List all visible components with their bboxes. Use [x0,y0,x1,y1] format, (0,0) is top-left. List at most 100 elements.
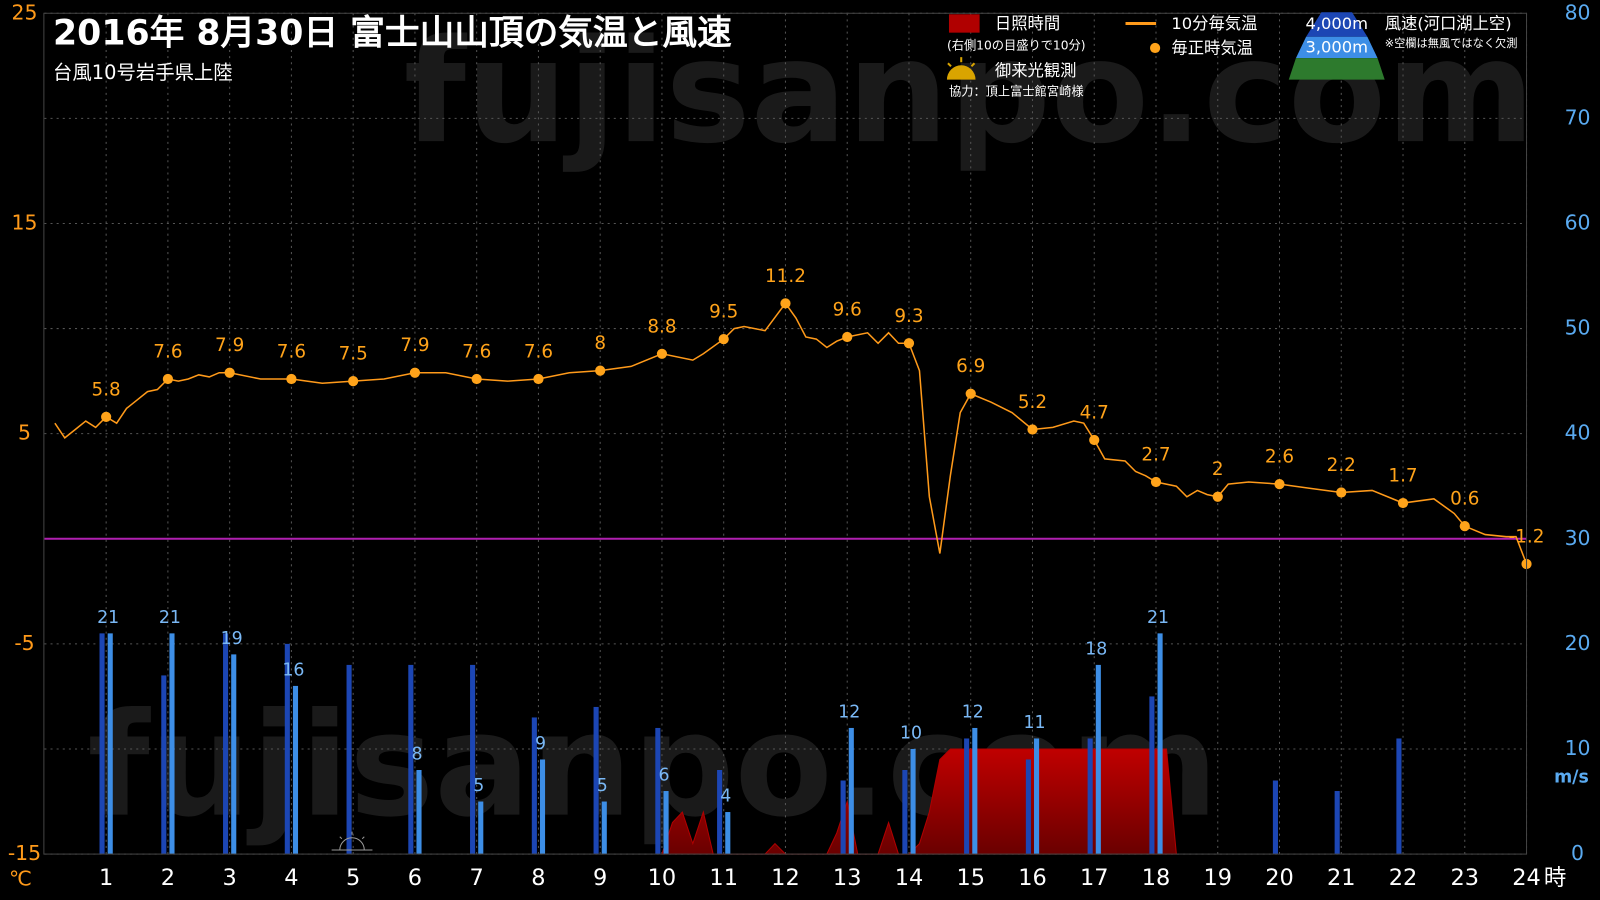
chart-title: 2016年 8月30日 富士山山頂の気温と風速 [53,13,732,54]
value-label: 8 [594,333,606,354]
value-label: 10 [900,724,922,744]
value-label: 9.5 [709,302,738,323]
x-tick-label: 21 [1327,865,1356,891]
value-label: 8 [411,745,422,765]
temperature-point [1397,497,1409,509]
wind-bar [902,770,908,855]
wind-bar [1025,759,1031,855]
y2-tick-label: 70 [1565,105,1591,129]
value-label: 7.6 [524,341,553,362]
temperature-point [162,373,174,385]
wind-bar [470,664,476,855]
value-label: 5.8 [92,379,121,400]
credit: 協力：頂上富士館宮崎様 [949,83,1084,98]
temperature-point [842,331,853,343]
value-label: 7.5 [339,344,368,365]
y-tick-label: 5 [18,421,31,445]
wind-bar [99,633,105,855]
wind-bar [717,770,723,855]
legend-swatch [1295,36,1378,59]
x-tick-label: 8 [531,865,545,891]
value-label: 2.2 [1327,455,1356,476]
legend-label: 10分毎気温 [1171,14,1257,33]
wind-bar [1087,738,1093,855]
temperature-point [101,411,112,422]
wind-bar [539,759,546,855]
temperature-point [1150,476,1162,488]
y-tick-label: -15 [8,841,41,865]
value-label: 6.9 [956,356,985,377]
temperature-point [409,367,421,378]
temperature-point [965,388,976,399]
value-label: 2.7 [1141,444,1170,465]
wind-bar [910,748,916,855]
sunrise-icon [331,831,373,851]
x-tick-label: 12 [771,865,800,891]
value-label: 8.8 [647,316,676,337]
wind-bar [972,727,978,855]
value-label: 7.9 [400,335,429,356]
wind-bar [725,812,731,855]
y2-tick-label: 60 [1565,210,1591,234]
x-tick-label: 20 [1265,865,1294,891]
x-tick-label: 3 [223,865,237,891]
wind-bar [231,654,237,855]
y2-tick-label: 0 [1571,841,1584,865]
y-unit: ℃ [9,867,32,891]
x-tick-label: 22 [1389,865,1418,891]
y-tick-label: -5 [14,631,34,655]
value-label: 16 [282,661,304,681]
x-tick-label: 15 [956,865,985,891]
wind-bar [416,770,422,855]
value-label: 12 [962,703,984,723]
missing-note: ※空欄は無風ではなく欠測 [1385,36,1518,50]
sunrise-legend-icon [946,57,976,80]
wind-bar [161,675,167,855]
x-tick-label: 6 [408,865,422,891]
temperature-point [533,373,544,385]
x-tick-label: 18 [1142,865,1171,891]
legend: 日照時間 (右側10の目盛りで10分) 御来光観測 協力：頂上富士館宮崎様 10… [946,12,1518,98]
wind-bar [1095,664,1101,855]
legend-swatch [948,14,980,33]
temperature-point [471,373,482,385]
legend-label: 御来光観測 [995,61,1077,80]
wind-bar [107,633,113,855]
wind-bar [1272,780,1278,855]
wind-bar [655,727,661,855]
x-tick-label: 9 [593,865,607,891]
x-tick-label: 5 [346,865,360,891]
wind-bar [1034,738,1040,855]
legend-swatch [1150,42,1161,54]
x-tick-label: 14 [895,865,924,891]
x-tick-label: 19 [1203,865,1232,891]
wind-label: 風速(河口湖上空) [1385,14,1512,33]
temperature-point [1274,479,1285,490]
value-label: 7.6 [277,341,306,362]
wind-bar [169,633,175,855]
legend-label: 3,000m [1305,37,1368,56]
value-label: 5.2 [1018,392,1047,413]
y2-tick-label: 30 [1565,526,1591,550]
value-label: 4 [720,787,731,807]
mountain-base [1288,58,1385,80]
x-tick-label: 10 [648,865,677,891]
y2-tick-label: 80 [1565,0,1591,24]
wind-bar [848,727,854,855]
x-tick-label: 17 [1080,865,1109,891]
x-tick-label: 11 [709,865,738,891]
y-tick-label: 15 [12,210,38,234]
value-label: 21 [97,608,119,628]
temperature-point [1089,434,1100,446]
wind-bar [1157,633,1163,855]
legend-swatch [1306,12,1368,37]
temperature-point [1336,487,1347,498]
temperature-point [286,373,297,385]
temperature-point [224,367,235,378]
value-label: 0.6 [1450,489,1479,510]
plot-frame [43,12,1528,855]
value-label: 21 [159,608,181,628]
value-label: 7.9 [215,335,244,356]
value-label: 9.3 [894,306,923,327]
